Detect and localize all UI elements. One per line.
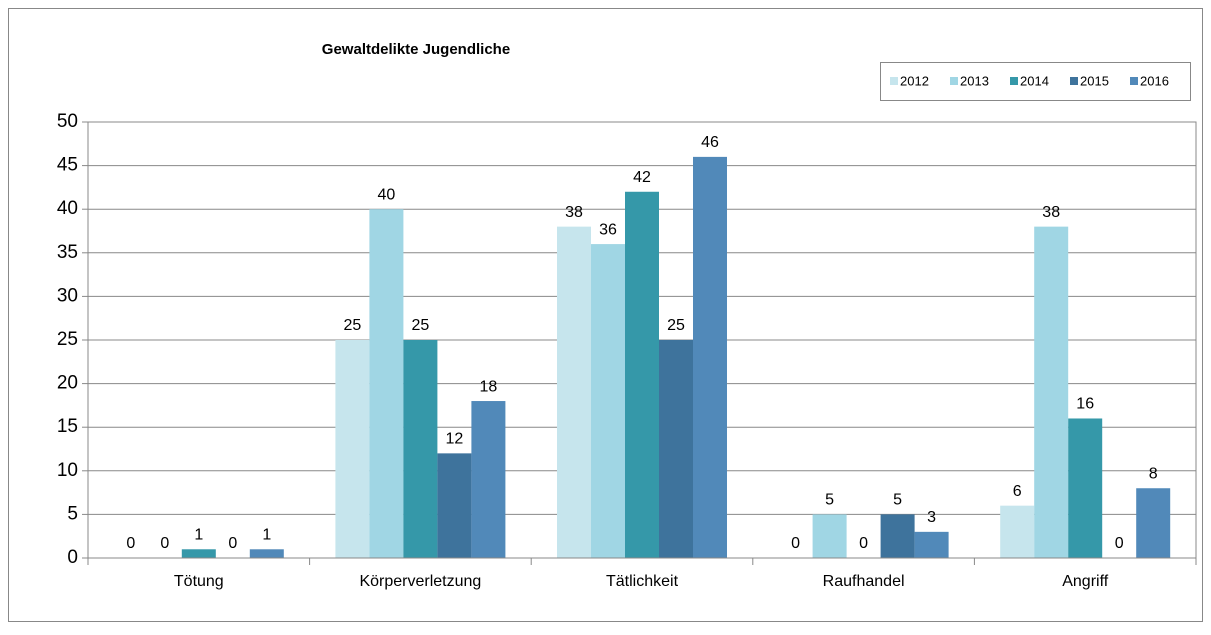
- bar: [914, 531, 949, 558]
- bar: [369, 209, 404, 558]
- data-label: 8: [1149, 465, 1158, 482]
- data-label: 46: [701, 134, 719, 151]
- bar: [693, 156, 727, 558]
- bar: [249, 549, 284, 558]
- x-tick-label: Raufhandel: [823, 573, 905, 590]
- legend-label: 2016: [1140, 73, 1169, 88]
- data-label: 18: [480, 378, 498, 395]
- y-tick-label: 0: [67, 547, 78, 568]
- y-tick-label: 50: [57, 111, 78, 132]
- x-tick-label: Tötung: [174, 573, 224, 590]
- y-tick-label: 15: [57, 416, 78, 437]
- bar: [1068, 418, 1103, 558]
- y-tick-label: 40: [57, 198, 78, 219]
- x-tick-label: Körperverletzung: [359, 573, 481, 590]
- legend-label: 2015: [1080, 73, 1109, 88]
- legend-swatch: [890, 77, 898, 85]
- data-label: 0: [228, 535, 237, 552]
- bar: [659, 340, 693, 558]
- data-label: 1: [262, 526, 271, 543]
- legend-swatch: [950, 77, 958, 85]
- y-tick-label: 30: [57, 285, 78, 306]
- y-tick-label: 20: [57, 373, 78, 394]
- data-label: 25: [667, 317, 685, 334]
- bar: [471, 401, 506, 558]
- y-tick-label: 45: [57, 155, 78, 176]
- data-label: 42: [633, 169, 651, 186]
- legend-label: 2013: [960, 73, 989, 88]
- data-label: 38: [1042, 204, 1060, 221]
- bar: [1136, 488, 1171, 558]
- data-label: 12: [446, 431, 464, 448]
- y-tick-label: 5: [67, 503, 78, 524]
- data-label: 25: [412, 317, 430, 334]
- data-label: 25: [344, 317, 362, 334]
- x-tick-label: Angriff: [1062, 573, 1109, 590]
- bar: [181, 549, 216, 558]
- bar: [335, 340, 370, 558]
- bar: [403, 340, 438, 558]
- data-label: 16: [1076, 396, 1094, 413]
- data-label: 38: [565, 204, 583, 221]
- legend-label: 2014: [1020, 73, 1049, 88]
- chart-title: Gewaltdelikte Jugendliche: [322, 41, 510, 58]
- legend-label: 2012: [900, 73, 929, 88]
- data-label: 1: [194, 526, 203, 543]
- data-label: 0: [791, 535, 800, 552]
- data-label: 0: [1115, 535, 1124, 552]
- legend-swatch: [1010, 77, 1018, 85]
- data-label: 5: [893, 492, 902, 509]
- data-label: 0: [160, 535, 169, 552]
- legend-box: [880, 62, 1191, 101]
- data-label: 3: [927, 509, 936, 526]
- y-tick-label: 25: [57, 329, 78, 350]
- bar: [1034, 226, 1069, 558]
- legend-swatch: [1070, 77, 1078, 85]
- bar: [437, 453, 472, 558]
- data-label: 40: [378, 186, 396, 203]
- data-label: 5: [825, 492, 834, 509]
- bar: [557, 226, 591, 558]
- bar: [625, 191, 659, 558]
- data-label: 0: [859, 535, 868, 552]
- bar: [812, 514, 847, 558]
- data-label: 6: [1013, 483, 1022, 500]
- y-tick-label: 10: [57, 460, 78, 481]
- legend-swatch: [1130, 77, 1138, 85]
- bar: [591, 244, 625, 558]
- x-tick-label: Tätlichkeit: [606, 573, 679, 590]
- data-label: 0: [126, 535, 135, 552]
- y-tick-label: 35: [57, 242, 78, 263]
- bar: [880, 514, 915, 558]
- bar: [1000, 505, 1035, 558]
- data-label: 36: [599, 221, 617, 238]
